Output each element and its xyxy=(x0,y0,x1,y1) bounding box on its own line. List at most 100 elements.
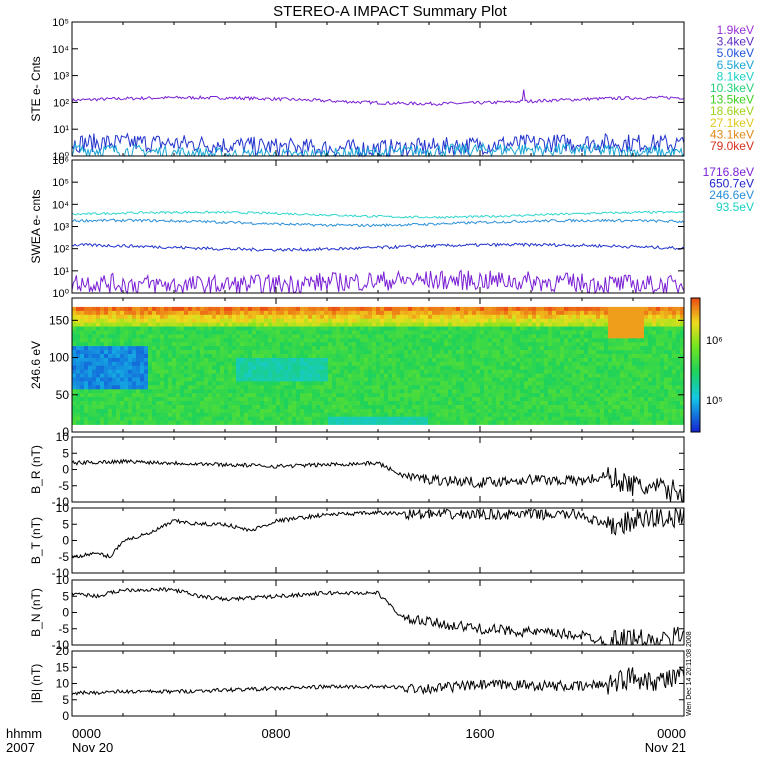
heatmap-cell xyxy=(464,365,469,370)
heatmap-cell xyxy=(352,408,357,414)
heatmap-cell xyxy=(548,350,553,355)
heatmap-cell xyxy=(404,397,409,402)
heatmap-cell xyxy=(588,416,593,421)
heatmap-cell xyxy=(524,354,529,359)
heatmap-cell xyxy=(124,365,129,370)
heatmap-cell xyxy=(236,322,241,327)
heatmap-cell xyxy=(236,397,241,402)
heatmap-cell xyxy=(200,330,205,335)
heatmap-cell xyxy=(144,416,149,421)
heatmap-cell xyxy=(452,420,457,425)
heatmap-cell xyxy=(240,373,245,378)
heatmap-cell xyxy=(128,365,133,370)
heatmap-cell xyxy=(460,405,465,410)
heatmap-cell xyxy=(132,322,137,327)
heatmap-cell xyxy=(108,373,113,378)
heatmap-cell xyxy=(632,361,637,367)
heatmap-cell xyxy=(412,365,417,370)
heatmap-cell xyxy=(604,369,609,374)
heatmap-cell xyxy=(476,350,481,355)
heatmap-cell xyxy=(256,326,261,331)
heatmap-cell xyxy=(380,416,385,421)
heatmap-cell xyxy=(504,354,509,359)
heatmap-cell xyxy=(248,412,253,418)
heatmap-cell xyxy=(624,393,629,398)
heatmap-cell xyxy=(136,401,141,406)
heatmap-cell xyxy=(420,416,425,421)
heatmap-cell xyxy=(676,369,681,374)
heatmap-cell xyxy=(132,405,137,410)
heatmap-cell xyxy=(260,334,265,339)
heatmap-cell xyxy=(228,357,233,363)
heatmap-cell xyxy=(568,342,573,347)
heatmap-cell xyxy=(568,401,573,406)
heatmap-cell xyxy=(152,346,157,351)
heatmap-cell xyxy=(232,357,237,363)
heatmap-cell xyxy=(100,385,105,390)
heatmap-cell xyxy=(244,326,249,331)
heatmap-cell xyxy=(76,334,81,339)
heatmap-cell xyxy=(588,354,593,359)
colorbar-cell xyxy=(691,360,700,364)
heatmap-cell xyxy=(608,361,613,367)
heatmap-cell xyxy=(336,334,341,339)
heatmap-cell xyxy=(484,373,489,378)
heatmap-cell xyxy=(192,412,197,418)
heatmap-cell xyxy=(488,365,493,370)
heatmap-cell xyxy=(680,397,685,402)
heatmap-cell xyxy=(236,310,241,316)
heatmap-cell xyxy=(240,393,245,398)
heatmap-cell xyxy=(476,354,481,359)
heatmap-cell xyxy=(440,401,445,406)
heatmap-cell xyxy=(224,354,229,359)
heatmap-cell xyxy=(592,397,597,402)
heatmap-cell xyxy=(80,393,85,398)
heatmap-cell xyxy=(396,381,401,386)
heatmap-cell xyxy=(120,373,125,378)
heatmap-cell xyxy=(156,405,161,410)
heatmap-cell xyxy=(648,381,653,386)
heatmap-cell xyxy=(304,405,309,410)
heatmap-cell xyxy=(660,326,665,331)
heatmap-cell xyxy=(668,338,673,343)
heatmap-cell xyxy=(296,342,301,347)
heatmap-cell xyxy=(396,373,401,378)
heatmap-cell xyxy=(232,373,237,378)
heatmap-cell xyxy=(388,357,393,363)
heatmap-cell xyxy=(296,389,301,394)
heatmap-cell xyxy=(304,306,309,312)
heatmap-cell xyxy=(604,389,609,394)
heatmap-cell xyxy=(236,416,241,421)
heatmap-cell xyxy=(588,350,593,355)
heatmap-cell xyxy=(632,408,637,414)
heatmap-cell xyxy=(468,322,473,327)
heatmap-cell xyxy=(368,393,373,398)
heatmap-cell xyxy=(100,350,105,355)
heatmap-cell xyxy=(540,397,545,402)
heatmap-cell xyxy=(620,381,625,386)
heatmap-cell xyxy=(504,412,509,418)
heatmap-cell xyxy=(164,314,169,320)
heatmap-cell xyxy=(148,314,153,320)
heatmap-cell xyxy=(312,322,317,327)
heatmap-cell xyxy=(204,310,209,316)
heatmap-cell xyxy=(188,377,193,382)
heatmap-cell xyxy=(556,389,561,394)
heatmap-cell xyxy=(320,412,325,418)
heatmap-cell xyxy=(544,412,549,418)
heatmap-cell xyxy=(664,314,669,320)
heatmap-cell xyxy=(396,397,401,402)
heatmap-cell xyxy=(588,314,593,320)
heatmap-cell xyxy=(408,381,413,386)
heatmap-cell xyxy=(332,357,337,363)
heatmap-cell xyxy=(676,397,681,402)
heatmap-cell xyxy=(660,416,665,421)
heatmap-cell xyxy=(500,350,505,355)
heatmap-cell xyxy=(480,377,485,382)
heatmap-cell xyxy=(76,365,81,370)
heatmap-cell xyxy=(484,346,489,351)
heatmap-cell xyxy=(640,350,645,355)
heatmap-cell xyxy=(280,416,285,421)
heatmap-cell xyxy=(196,365,201,370)
